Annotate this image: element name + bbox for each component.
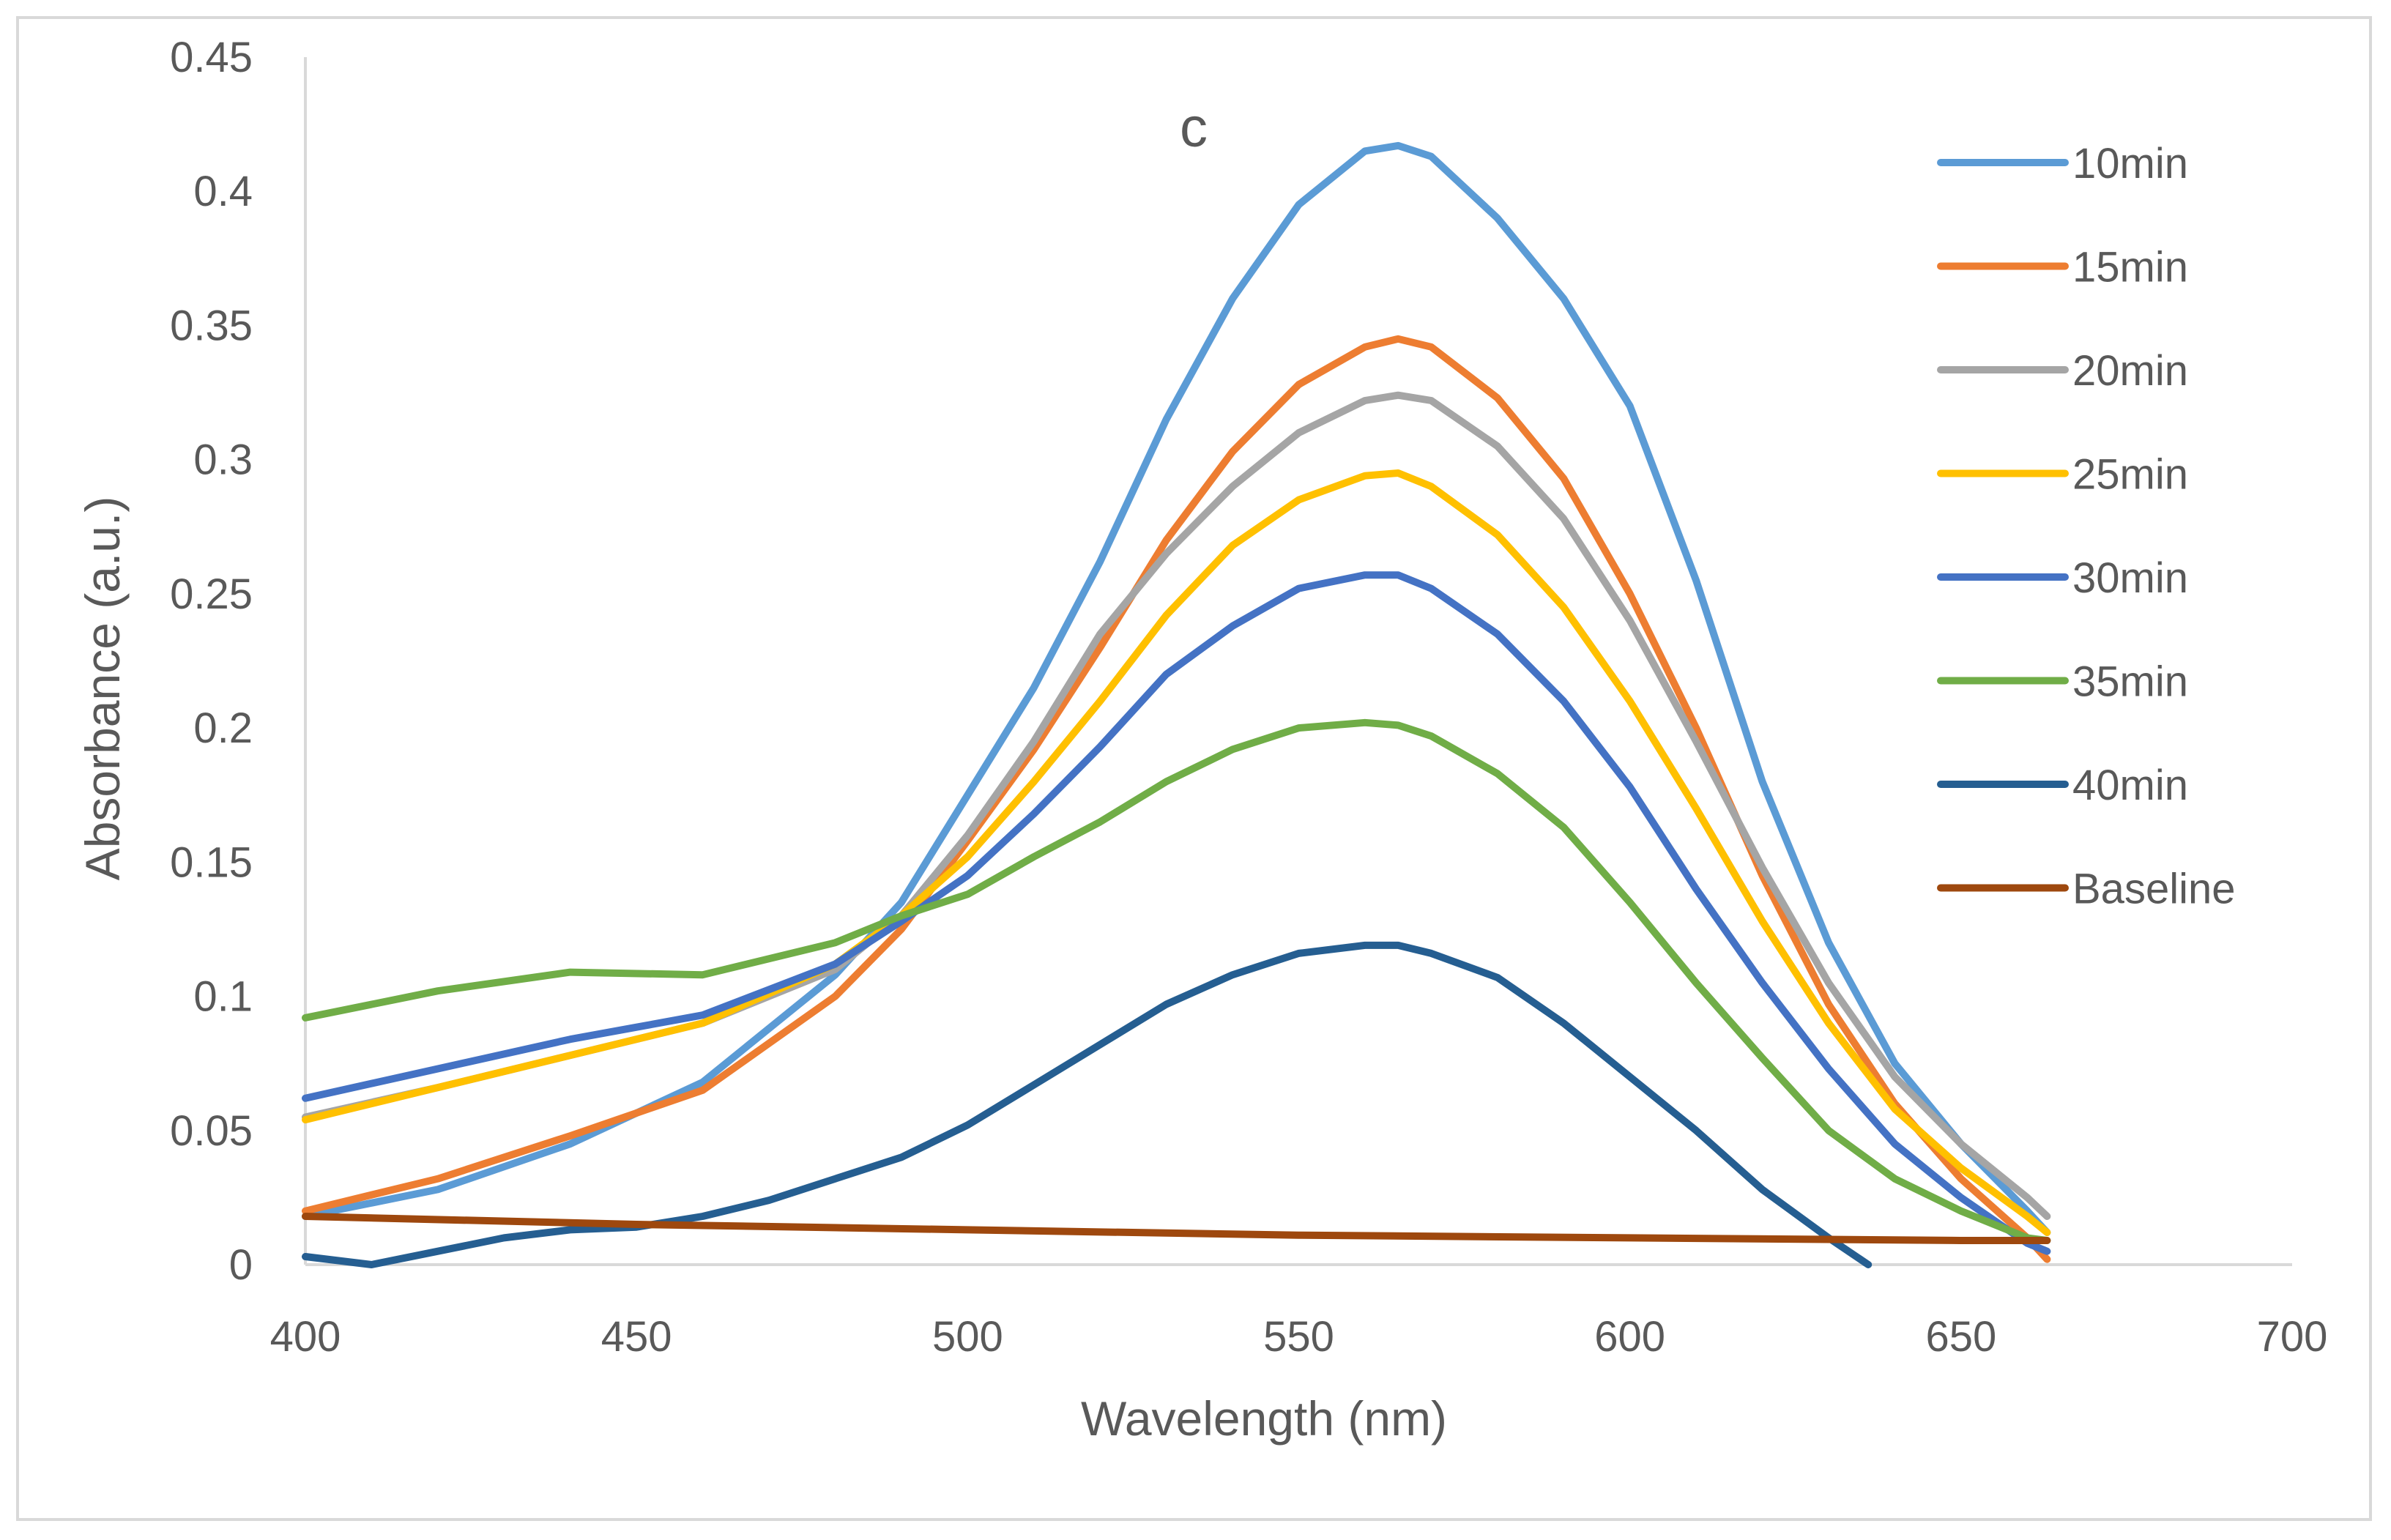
series-line-25min (302, 469, 2051, 1236)
series-layer (302, 141, 2051, 1268)
legend-label: 15min (2072, 244, 2188, 291)
y-tick-label: 0 (229, 1241, 253, 1289)
series-line-30min (302, 571, 2051, 1255)
y-tick-label: 0.25 (170, 570, 253, 618)
legend-item: 30min (1937, 554, 2188, 602)
x-tick-label: 500 (932, 1313, 1003, 1361)
chart-frame (16, 16, 2372, 1521)
axes (304, 57, 2292, 1266)
y-tick-label: 0.45 (170, 34, 253, 81)
legend-item: 25min (1937, 451, 2188, 499)
y-tick-label: 0.05 (170, 1107, 253, 1155)
y-tick-label: 0.1 (193, 973, 253, 1021)
series-line-40min (302, 941, 1873, 1268)
legend-label: 30min (2072, 554, 2188, 602)
series-line-35min (302, 718, 2051, 1244)
x-tick-label: 400 (270, 1313, 341, 1361)
y-tick-label: 0.15 (170, 838, 253, 886)
legend-label: 10min (2072, 140, 2188, 187)
y-tick-label: 0.2 (193, 704, 253, 752)
x-tick-label: 450 (601, 1313, 672, 1361)
legend-label: Baseline (2072, 866, 2235, 913)
y-axis-title: Absorbance (a.u.) (75, 496, 130, 881)
legend-item: 35min (1937, 658, 2188, 706)
series-line-baseline (302, 1213, 2051, 1244)
y-tick-label: 0.35 (170, 302, 253, 349)
legend-item: 40min (1937, 762, 2188, 809)
legend-item: 15min (1937, 244, 2188, 291)
x-tick-label: 600 (1594, 1313, 1665, 1361)
x-tick-label: 550 (1263, 1313, 1334, 1361)
legend-label: 40min (2072, 762, 2188, 809)
x-tick-label: 700 (2257, 1313, 2328, 1361)
legend-item: Baseline (1937, 866, 2235, 913)
x-tick-labels: 400 450 500 550 600 650 700 (270, 1313, 2328, 1361)
legend-label: 25min (2072, 451, 2188, 499)
series-line-15min (302, 335, 2051, 1263)
legend: 10min 15min 20min 25min 30min 35min 40min Basel… (1937, 140, 2235, 913)
legend-item: 20min (1937, 347, 2188, 395)
y-tick-label: 0.3 (193, 436, 253, 484)
y-tick-label: 0.4 (193, 168, 253, 215)
chart-title: c (1180, 97, 1208, 159)
series-line-10min (302, 141, 2051, 1236)
legend-label: 35min (2072, 658, 2188, 706)
x-axis-title: Wavelength (nm) (1081, 1391, 1447, 1446)
y-tick-labels: 0 0.05 0.1 0.15 0.2 0.25 0.3 0.35 0.4 0.45 (170, 34, 253, 1289)
x-tick-label: 650 (1925, 1313, 1996, 1361)
series-line-20min (302, 391, 2051, 1220)
legend-label: 20min (2072, 347, 2188, 395)
legend-item: 10min (1937, 140, 2188, 187)
